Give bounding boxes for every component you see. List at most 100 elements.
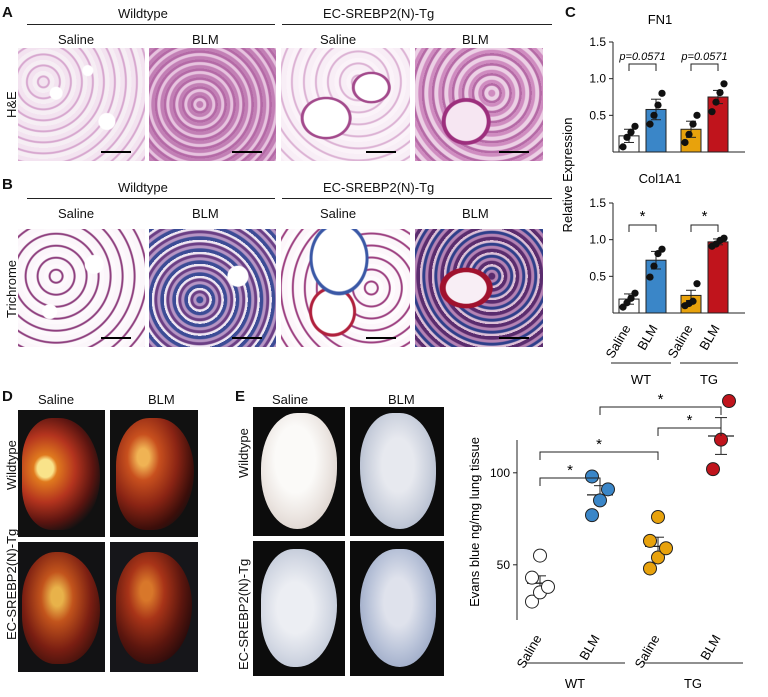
data-point [601,482,615,497]
ev-group-tg: TG [684,676,702,691]
panel-d-row-wildtype: Wildtype [4,440,19,490]
panel-a-cond-1: Saline [58,32,95,47]
data-point [658,89,666,97]
d-tg-blm-image [110,542,198,672]
scale-bar [101,151,131,153]
data-point [689,297,697,305]
data-point [631,289,639,297]
col1a1-plot: 0.5 1.0 1.5 * * [589,196,745,314]
panel-e-row-tg: EC-SREBP2(N)-Tg [236,558,251,670]
data-point [533,548,547,563]
data-point [722,394,736,409]
significance-label: * [658,391,664,408]
trichrome-wt-saline-image [18,229,145,347]
data-point [585,469,599,484]
data-point [693,280,701,288]
panel-e-letter: E [235,388,246,405]
panel-a-cond-2: BLM [192,32,219,47]
y-tick-label: 50 [497,558,511,572]
panel-d-letter: D [2,388,13,405]
panel-b-group-line-tg [282,198,552,199]
col1a1-title: Col1A1 [639,171,682,186]
y-tick-label: 100 [490,466,510,480]
evans-blue-chart: Evans blue ng/mg lung tissue 50 100 * * * * S… [467,391,743,691]
data-point [646,120,654,128]
data-point [627,294,635,302]
he-tg-blm-image [415,48,543,161]
significance-label: * [702,208,708,225]
c-xlabel-1: Saline [603,322,634,361]
data-point [685,130,693,138]
panel-b-letter: B [2,176,13,193]
significance-bracket [539,477,601,486]
panel-a-group-line-tg [282,24,552,25]
y-tick-label: 1.5 [589,196,606,210]
panel-b-group-tg: EC-SREBP2(N)-Tg [323,180,435,195]
data-point [593,493,607,508]
data-point [720,80,728,88]
y-tick-label: 0.5 [589,108,606,122]
fn1-title: FN1 [648,12,673,27]
significance-label: * [687,412,693,429]
evans-plot: 50 100 * * * * [490,391,736,620]
panel-e-row-wildtype: Wildtype [236,428,251,478]
c-xlabel-3: Saline [665,322,696,361]
panel-b-cond-1: Saline [58,206,95,221]
e-tg-blm-image [350,541,444,676]
significance-bracket [657,427,722,436]
significance-label: * [640,208,646,225]
panel-e-col-saline: Saline [272,392,309,407]
data-point [643,533,657,548]
scale-bar [232,337,262,339]
data-point [706,462,720,477]
data-point [693,111,701,119]
fn1-plot: 0.5 1.0 1.5 p=0.0571 p=0.0571 [589,35,745,153]
data-point [623,133,631,141]
y-tick-label: 1.0 [589,233,606,247]
data-point [631,122,639,130]
significance-bracket [539,451,659,460]
panel-b-cond-2: BLM [192,206,219,221]
ev-xlabel-3: Saline [632,632,663,671]
y-tick-label: 1.5 [589,35,606,49]
y-tick-label: 0.5 [589,269,606,283]
ev-group-wt: WT [565,676,585,691]
bar [707,96,729,153]
panel-b-group-wildtype: Wildtype [118,180,168,195]
significance-bracket [628,63,657,71]
data-point [720,234,728,242]
significance-label: p=0.0571 [680,51,727,63]
he-wt-saline-image [18,48,145,161]
panel-d-col-blm: BLM [148,392,175,407]
e-tg-saline-image [253,541,345,676]
panel-b-row-label: Trichrome [4,259,19,318]
data-point [651,509,665,524]
d-tg-saline-image [18,542,105,672]
he-wt-blm-image [149,48,276,161]
data-point [541,579,555,594]
panel-d-col-saline: Saline [38,392,75,407]
scale-bar [232,151,262,153]
panel-a-group-line-wt [27,24,275,25]
data-point [651,550,665,565]
significance-bracket [690,224,719,232]
scale-bar [101,337,131,339]
data-point [525,594,539,609]
panel-a-group-tg: EC-SREBP2(N)-Tg [323,6,435,21]
ev-xlabel-1: Saline [514,632,545,671]
data-point [643,561,657,576]
data-point [654,101,662,109]
significance-label: * [596,436,602,453]
significance-label: * [567,462,573,479]
bar [707,241,729,314]
data-point [650,111,658,119]
data-point [619,143,627,151]
evans-ylabel: Evans blue ng/mg lung tissue [467,437,482,607]
data-point [627,128,635,136]
data-point [658,245,666,253]
data-point [650,262,658,270]
scale-bar [366,337,396,339]
panel-a-cond-3: Saline [320,32,357,47]
panel-c-ylabel: Relative Expression [560,118,575,233]
data-point [708,108,716,116]
